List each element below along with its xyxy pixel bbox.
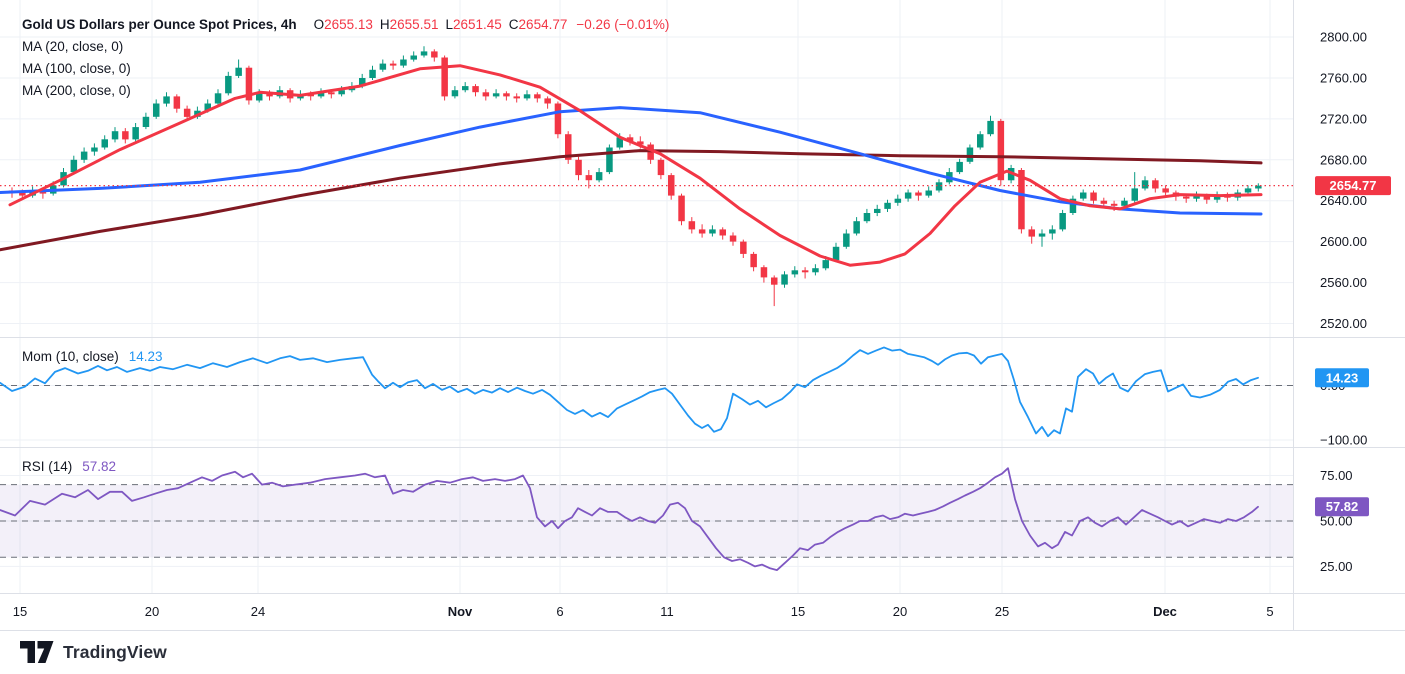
svg-text:25: 25: [995, 604, 1009, 619]
symbol-legend-row[interactable]: Gold US Dollars per Ounce Spot Prices, 4…: [22, 14, 669, 36]
svg-text:20: 20: [893, 604, 907, 619]
rsi-legend[interactable]: RSI (14) 57.82: [22, 456, 116, 478]
momentum-line: [0, 346, 1259, 438]
ma100-line: [0, 106, 1263, 216]
gridlines: [0, 0, 1293, 593]
svg-text:2600.00: 2600.00: [1320, 234, 1367, 249]
ma20-legend[interactable]: MA (20, close, 0): [22, 39, 124, 54]
svg-text:50.00: 50.00: [1320, 513, 1353, 528]
momentum-label: Mom (10, close): [22, 349, 119, 364]
svg-text:2654.77: 2654.77: [1330, 178, 1377, 193]
svg-text:11: 11: [660, 604, 674, 619]
svg-text:57.82: 57.82: [1326, 499, 1359, 514]
svg-text:75.00: 75.00: [1320, 468, 1353, 483]
rsi-label: RSI (14): [22, 459, 73, 474]
rsi-value-badge: 57.82: [1315, 497, 1369, 517]
tradingview-wordmark: TradingView: [63, 641, 167, 662]
ma200-line: [0, 149, 1263, 252]
svg-text:15: 15: [13, 604, 27, 619]
svg-text:2680.00: 2680.00: [1320, 152, 1367, 167]
momentum-legend[interactable]: Mom (10, close) 14.23: [22, 346, 163, 368]
svg-text:15: 15: [791, 604, 805, 619]
high-label: H: [379, 17, 390, 32]
candles: [8, 46, 1262, 307]
svg-text:Dec: Dec: [1153, 604, 1177, 619]
svg-text:24: 24: [251, 604, 265, 619]
close-value: 2654.77: [518, 17, 568, 32]
svg-text:2560.00: 2560.00: [1320, 275, 1367, 290]
svg-text:5: 5: [1266, 604, 1273, 619]
close-label: C: [508, 17, 519, 32]
svg-text:2800.00: 2800.00: [1320, 30, 1367, 45]
low-value: 2651.45: [452, 17, 502, 32]
rsi-value: 57.82: [82, 459, 117, 474]
open-label: O: [313, 17, 325, 32]
svg-text:2720.00: 2720.00: [1320, 111, 1367, 126]
open-value: 2655.13: [324, 17, 373, 32]
momentum-value: 14.23: [128, 349, 163, 364]
low-label: L: [445, 17, 453, 32]
ma200-legend[interactable]: MA (200, close, 0): [22, 83, 131, 98]
svg-text:Nov: Nov: [448, 604, 473, 619]
ma20-line: [8, 64, 1263, 267]
high-value: 2655.51: [389, 17, 439, 32]
svg-text:2760.00: 2760.00: [1320, 70, 1367, 85]
tradingview-logo[interactable]: TradingView: [20, 641, 167, 663]
ma100-legend[interactable]: MA (100, close, 0): [22, 61, 131, 76]
change-value: −0.26 (−0.01%): [576, 17, 670, 32]
svg-text:6: 6: [556, 604, 563, 619]
svg-text:−100.00: −100.00: [1320, 433, 1367, 448]
price-axis[interactable]: 2800.00 2760.00 2720.00 2680.00 2640.00 2600.…: [1320, 30, 1367, 574]
svg-text:2520.00: 2520.00: [1320, 316, 1367, 331]
momentum-value-badge: 14.23: [1315, 368, 1369, 388]
time-axis[interactable]: 15 20 24 Nov 6 11 15 20 25 Dec 5: [13, 604, 1274, 619]
svg-text:2640.00: 2640.00: [1320, 193, 1367, 208]
symbol-title: Gold US Dollars per Ounce Spot Prices, 4…: [22, 17, 297, 32]
svg-text:20: 20: [145, 604, 159, 619]
svg-text:25.00: 25.00: [1320, 559, 1353, 574]
main-legend: Gold US Dollars per Ounce Spot Prices, 4…: [22, 14, 669, 102]
svg-text:14.23: 14.23: [1326, 370, 1359, 385]
rsi-line: [0, 467, 1259, 571]
last-price-badge: 2654.77: [1315, 176, 1391, 196]
tradingview-logo-icon: [20, 641, 54, 663]
